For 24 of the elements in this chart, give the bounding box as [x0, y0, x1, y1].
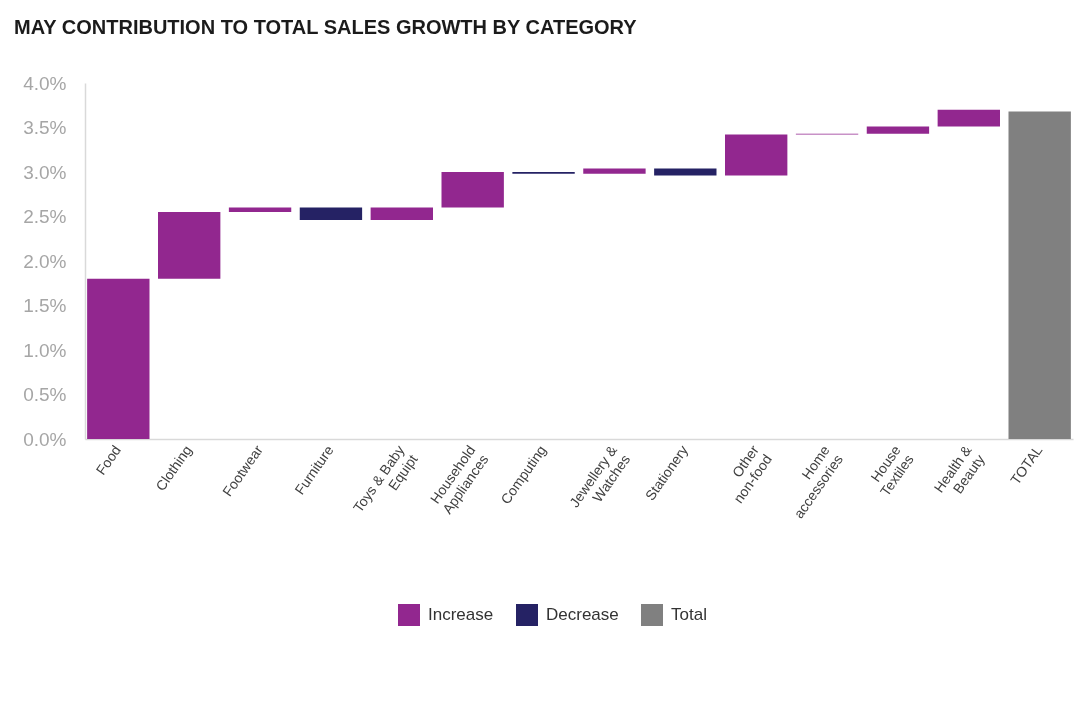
legend-label: Total [671, 605, 707, 624]
bar [866, 126, 930, 134]
bar [158, 212, 221, 279]
y-tick-label: 4.0% [23, 72, 67, 94]
bar [1008, 111, 1071, 439]
bar [299, 207, 363, 221]
y-tick-label: 2.5% [23, 206, 67, 227]
y-tick-label: 0.5% [23, 384, 67, 405]
legend-label: Increase [428, 605, 494, 624]
y-tick-label: 3.0% [23, 161, 67, 183]
bar [87, 278, 150, 439]
bar [583, 168, 646, 174]
bar [441, 172, 504, 208]
bar [937, 109, 1000, 127]
bar [370, 207, 433, 221]
y-tick-label: 2.0% [23, 250, 67, 272]
y-tick-label: 0.0% [23, 428, 67, 450]
y-tick-label: 1.5% [23, 295, 67, 316]
y-tick-label: 1.0% [23, 339, 67, 361]
bar [725, 134, 788, 176]
bar [654, 168, 717, 176]
chart-title: MAY CONTRIBUTION TO TOTAL SALES GROWTH BY CATEGORY [14, 16, 638, 38]
legend-label: Decrease [546, 605, 619, 624]
y-tick-label: 3.5% [23, 117, 67, 138]
